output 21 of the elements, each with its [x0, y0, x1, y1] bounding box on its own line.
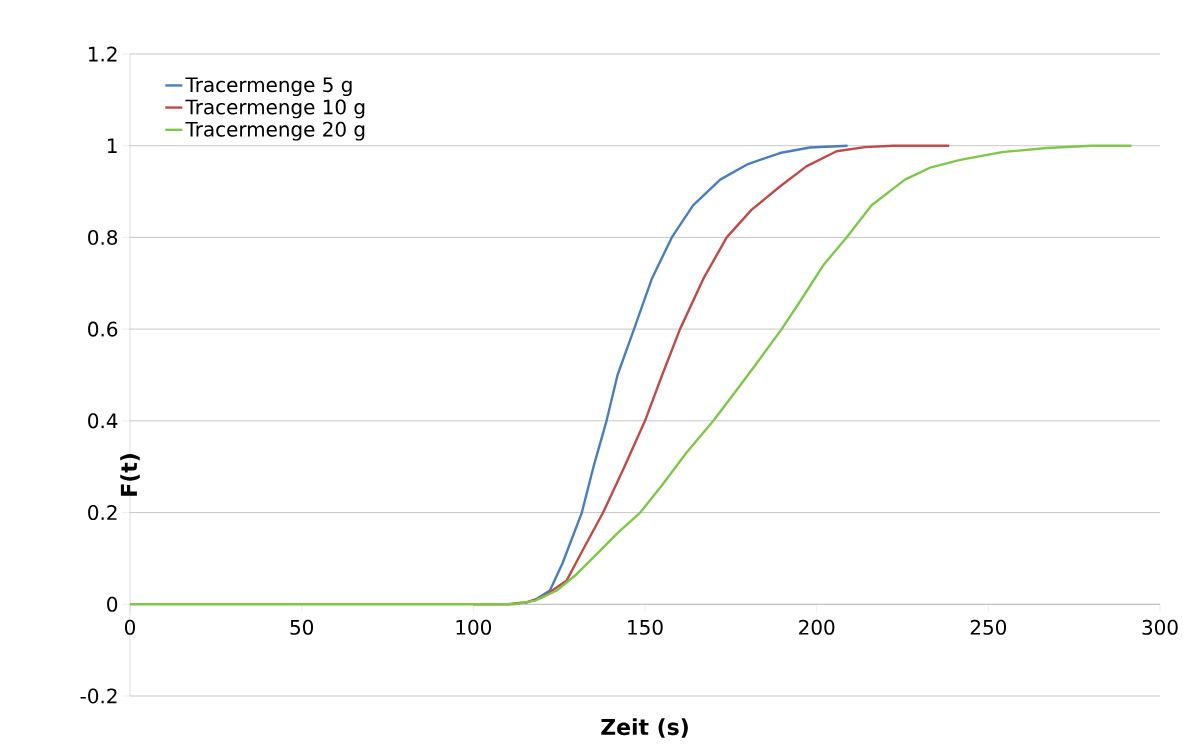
x-tick-label: 300	[1142, 619, 1178, 635]
y-tick-label: 1	[108, 138, 117, 153]
x-tick-label: 250	[970, 619, 1007, 635]
x-tick-label: 100	[456, 619, 492, 635]
x-tick-label: 50	[290, 619, 314, 635]
y-axis-title: F(t)	[120, 454, 140, 496]
x-axis-title: Zeit (s)	[601, 718, 688, 738]
legend-label: Tracermenge 10 g	[185, 99, 365, 119]
legend-label: Tracermenge 5 g	[185, 77, 352, 97]
x-tick-label: 0	[124, 619, 136, 635]
y-tick-label: 0	[107, 596, 118, 612]
y-tick-label: 0.8	[88, 229, 118, 245]
line-series	[523, 144, 849, 605]
y-tick-label: -0.2	[80, 688, 117, 704]
x-tick-label: 200	[799, 619, 835, 635]
legend-label: Tracermenge 20 g	[185, 121, 365, 141]
y-tick-label: 0.6	[88, 321, 118, 337]
y-tick-label: 0.4	[88, 413, 118, 429]
y-tick-label: 0.2	[88, 505, 117, 521]
x-tick-label: 150	[628, 619, 663, 635]
y-tick-label: 1.2	[88, 46, 117, 62]
